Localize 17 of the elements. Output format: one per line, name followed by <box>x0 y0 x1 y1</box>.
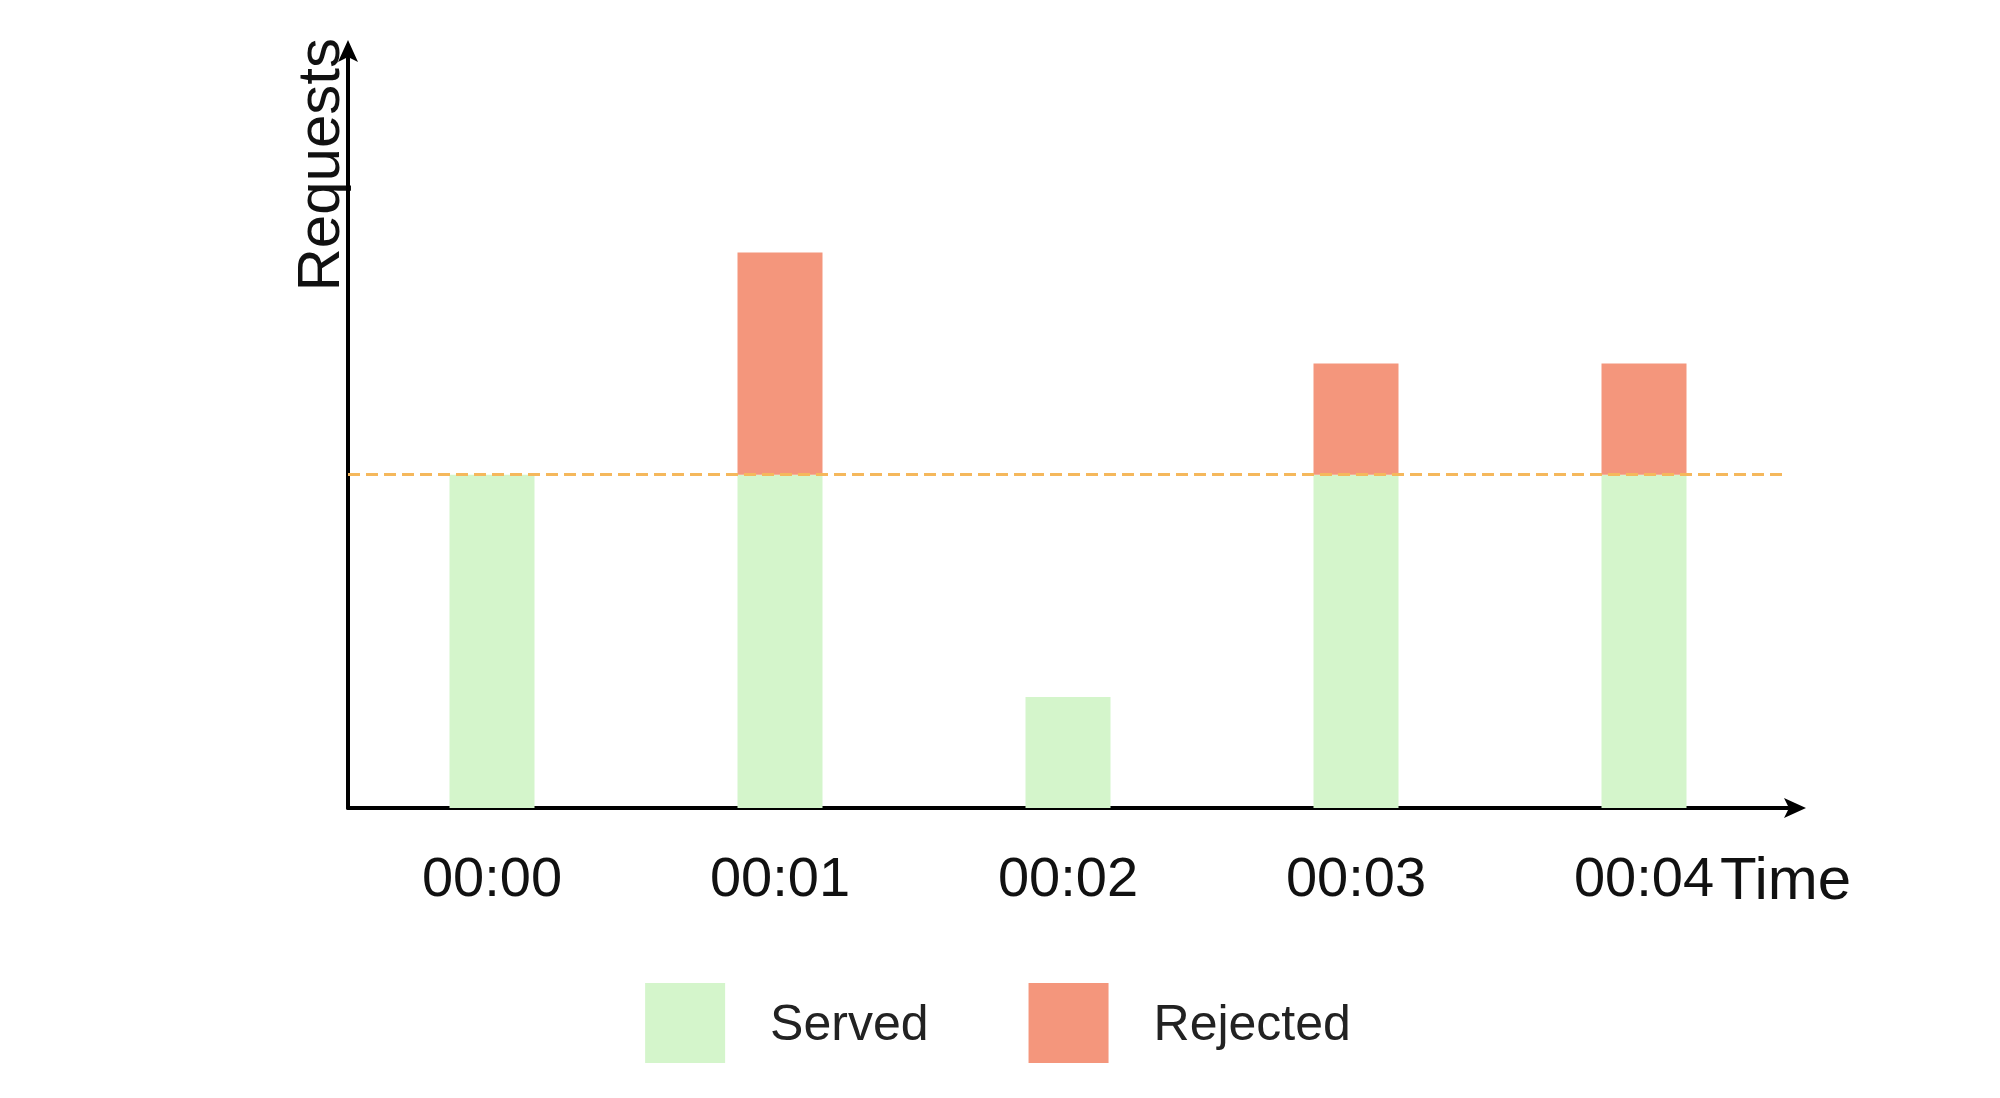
bar <box>1601 474 1687 808</box>
x-tick-label: 00:01 <box>709 844 851 908</box>
y-axis-title: Requests <box>284 38 352 292</box>
bar <box>1313 474 1399 808</box>
bar <box>1313 363 1399 475</box>
x-tick-label: 00:03 <box>1285 844 1427 908</box>
bar <box>1025 696 1111 808</box>
legend-label: Rejected <box>1153 995 1351 1051</box>
x-tick-label: 00:00 <box>421 844 563 908</box>
legend-label: Served <box>770 995 929 1051</box>
x-tick-label: 00:02 <box>997 844 1139 908</box>
bar <box>737 474 823 808</box>
x-axis-title: Time <box>1719 844 1852 912</box>
x-tick-label: 00:04 <box>1573 844 1715 908</box>
bar <box>737 252 823 475</box>
bar <box>449 474 535 808</box>
bar <box>1601 363 1687 475</box>
